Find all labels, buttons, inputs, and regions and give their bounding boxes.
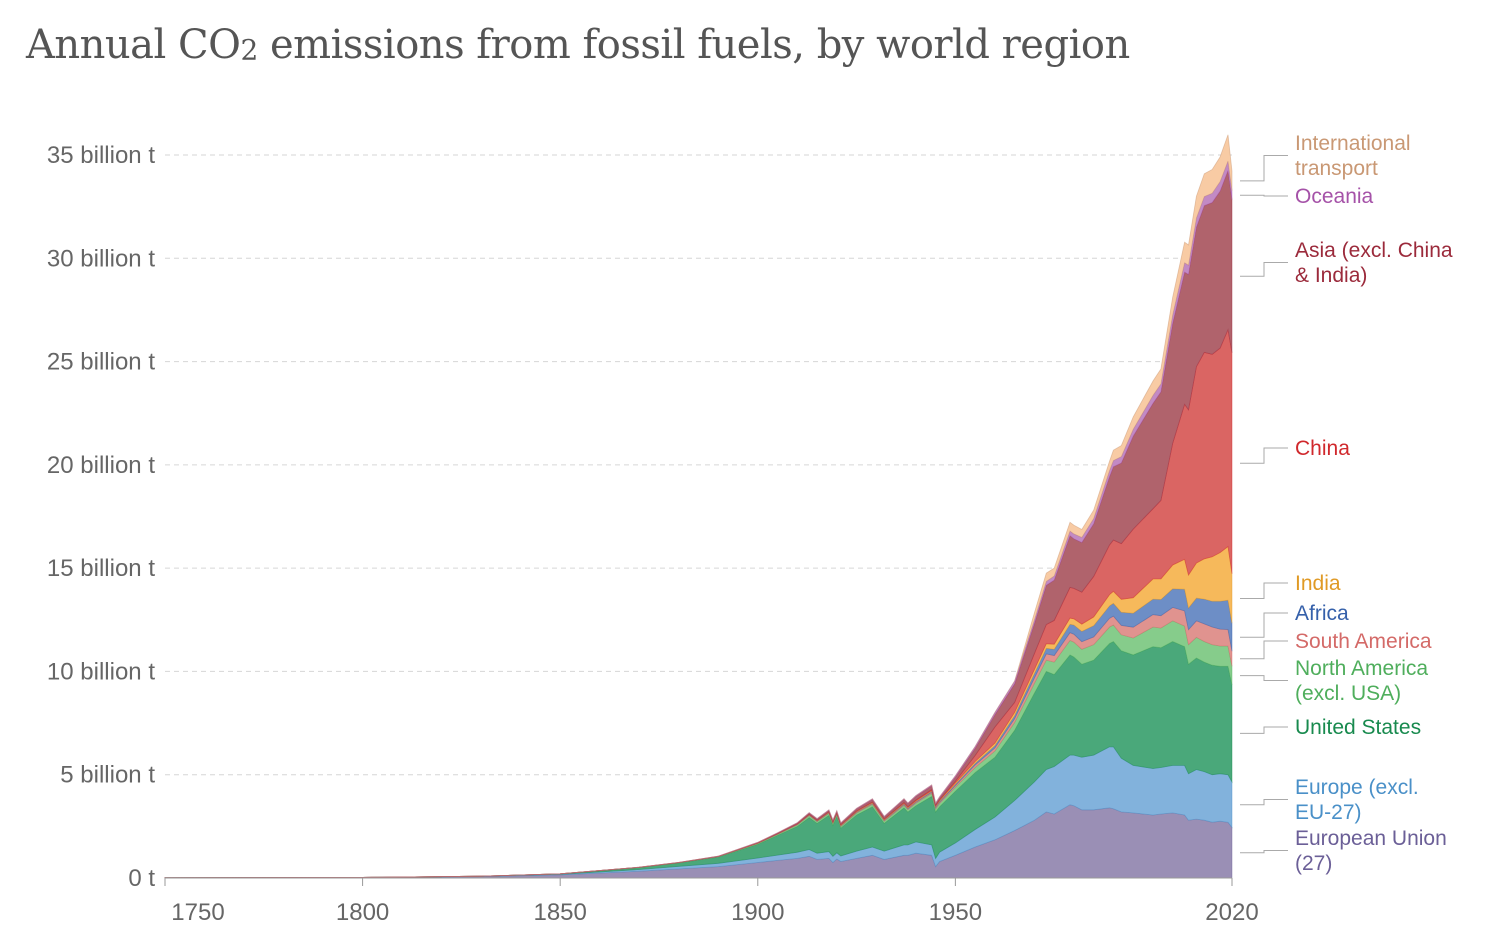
y-tick-label: 10 billion t bbox=[47, 658, 155, 685]
x-tick-label: 1750 bbox=[171, 899, 224, 926]
x-axis-ticks: 1750 1800 1850 1900 1950 2020 bbox=[164, 878, 1259, 926]
legend-connector-china bbox=[1240, 447, 1288, 464]
y-tick-label: 15 billion t bbox=[47, 555, 155, 582]
legend-connector-united-states bbox=[1240, 726, 1288, 734]
legend-label-european-union-27[interactable]: European Union (27) bbox=[1295, 827, 1447, 875]
legend-label-line: United States bbox=[1295, 716, 1421, 739]
legend-label-line: China bbox=[1295, 437, 1350, 460]
legend-label-line: European Union bbox=[1295, 827, 1447, 850]
chart-title-rest: emissions from fossil fuels, by world re… bbox=[257, 22, 1130, 68]
legend-label-line: EU-27) bbox=[1295, 801, 1362, 824]
y-tick-label: 35 billion t bbox=[47, 142, 155, 169]
grid-lines bbox=[165, 154, 1232, 776]
legend-label-line: North America bbox=[1295, 657, 1428, 680]
legend-connector-oceania bbox=[1240, 194, 1288, 197]
x-tick-label: 1800 bbox=[336, 899, 389, 926]
legend-label-line: South America bbox=[1295, 630, 1432, 653]
legend-label-africa[interactable]: Africa bbox=[1295, 602, 1349, 625]
legend-label-line: (27) bbox=[1295, 852, 1332, 875]
legend-label-line: India bbox=[1295, 572, 1341, 595]
legend-label-china[interactable]: China bbox=[1295, 437, 1350, 460]
legend-label-europe-excl-eu-27[interactable]: Europe (excl. EU-27) bbox=[1295, 776, 1419, 824]
y-tick-label: 20 billion t bbox=[47, 452, 155, 479]
chart-title-subscript: 2 bbox=[240, 33, 258, 67]
y-axis-ticks: 0 t 5 billion t 10 billion t 15 billion t 20… bbox=[47, 142, 155, 892]
x-tick-label: 1950 bbox=[929, 899, 982, 926]
y-tick-label: 0 t bbox=[128, 865, 155, 892]
area-international-transport[interactable] bbox=[164, 134, 1233, 879]
legend-label-line: & India) bbox=[1295, 264, 1367, 287]
legend-label-oceania[interactable]: Oceania bbox=[1295, 185, 1374, 208]
legend-label-line: Asia (excl. China bbox=[1295, 239, 1453, 262]
legend-label-asia-excl-china-india[interactable]: Asia (excl. China & India) bbox=[1295, 239, 1453, 287]
area-series bbox=[164, 134, 1233, 879]
x-tick-label: 2020 bbox=[1205, 899, 1258, 926]
legend-label-india[interactable]: India bbox=[1295, 572, 1341, 595]
legend-label-united-states[interactable]: United States bbox=[1295, 716, 1421, 739]
chart-title: Annual CO2 emissions from fossil fuels, … bbox=[26, 22, 1130, 68]
legend-label-north-america-excl-usa[interactable]: North America (excl. USA) bbox=[1295, 657, 1428, 705]
legend-label-line: transport bbox=[1295, 157, 1378, 180]
legend-label-line: Oceania bbox=[1295, 185, 1374, 208]
legend-connector-south-america bbox=[1240, 640, 1288, 660]
legend-label-line: (excl. USA) bbox=[1295, 682, 1401, 705]
x-tick-label: 1900 bbox=[731, 899, 784, 926]
legend-connector-asia-excl-china-india bbox=[1240, 262, 1288, 277]
legend-label-line: Africa bbox=[1295, 602, 1349, 625]
x-tick-label: 1850 bbox=[533, 899, 586, 926]
chart-title-main: Annual CO bbox=[26, 22, 241, 68]
y-tick-label: 30 billion t bbox=[47, 245, 155, 272]
legend-connector-europe-excl-eu-27 bbox=[1240, 799, 1288, 806]
legend-label-line: International bbox=[1295, 132, 1411, 155]
legend-connector-north-america-excl-usa bbox=[1240, 675, 1288, 681]
legend-connector-international-transport bbox=[1240, 155, 1288, 182]
legend-label-international-transport[interactable]: International transport bbox=[1295, 132, 1411, 180]
inline-legend: European Union (27)Europe (excl. EU-27)Uni… bbox=[1240, 132, 1453, 875]
legend-label-south-america[interactable]: South America bbox=[1295, 630, 1432, 653]
legend-connector-european-union-27 bbox=[1240, 850, 1288, 854]
legend-connector-africa bbox=[1240, 612, 1288, 638]
legend-connector-india bbox=[1240, 582, 1288, 599]
y-tick-label: 25 billion t bbox=[47, 349, 155, 376]
y-tick-label: 5 billion t bbox=[60, 762, 155, 789]
legend-label-line: Europe (excl. bbox=[1295, 776, 1419, 799]
